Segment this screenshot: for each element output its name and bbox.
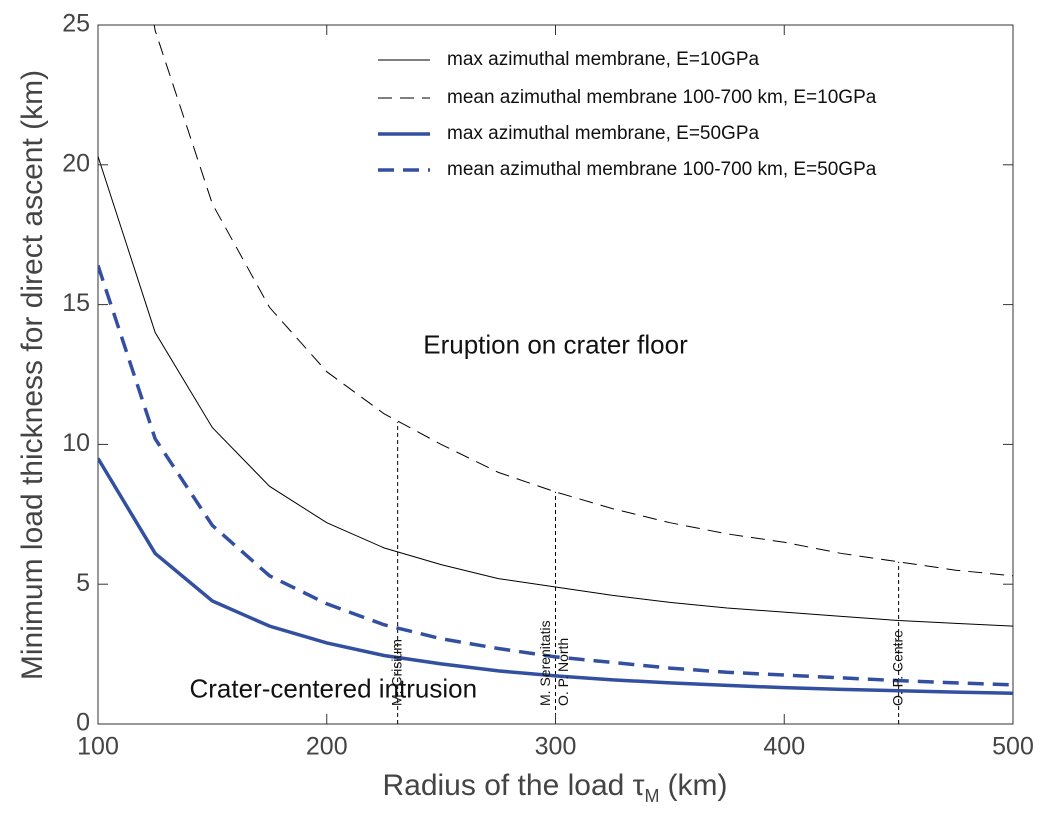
legend-label: max azimuthal membrane, E=50GPa xyxy=(447,123,759,144)
y-tick-label: 25 xyxy=(62,10,90,38)
x-axis-label: Radius of the load τM (km) xyxy=(382,769,727,806)
x-tick-label: 200 xyxy=(306,733,348,761)
marker-label: M. Serenitatis xyxy=(537,620,553,706)
x-tick-label: 500 xyxy=(992,733,1034,761)
legend-label: mean azimuthal membrane 100-700 km, E=50… xyxy=(447,159,877,180)
y-tick-label: 5 xyxy=(76,569,90,597)
series-line xyxy=(153,25,1013,577)
y-tick-label: 10 xyxy=(62,429,90,457)
marker-label: O. P. Centre xyxy=(889,630,905,706)
series-line xyxy=(98,156,1013,627)
region-label: Crater-centered intrusion xyxy=(190,673,478,703)
x-label-unit: (km) xyxy=(668,769,728,802)
region-label: Eruption on crater floor xyxy=(423,329,688,359)
legend-label: mean azimuthal membrane 100-700 km, E=10… xyxy=(447,87,877,108)
x-tick-label: 100 xyxy=(77,733,119,761)
x-tick-label: 300 xyxy=(535,733,577,761)
y-tick-label: 20 xyxy=(62,149,90,177)
x-label-text: Radius of the load τ xyxy=(382,769,644,802)
marker-label: O. P. North xyxy=(555,638,571,706)
plot-area xyxy=(98,25,1013,724)
marker-label: M. Crisium xyxy=(388,639,404,706)
series-line xyxy=(98,457,1013,695)
legend-label: max azimuthal membrane, E=10GPa xyxy=(447,49,759,70)
x-label-subscript: M xyxy=(645,786,660,806)
y-axis-label: Minimum load thickness for direct ascent… xyxy=(16,70,49,680)
x-tick-label: 400 xyxy=(763,733,805,761)
y-tick-label: 15 xyxy=(62,289,90,317)
series-line xyxy=(98,264,1013,687)
y-tick-label: 0 xyxy=(76,709,90,737)
